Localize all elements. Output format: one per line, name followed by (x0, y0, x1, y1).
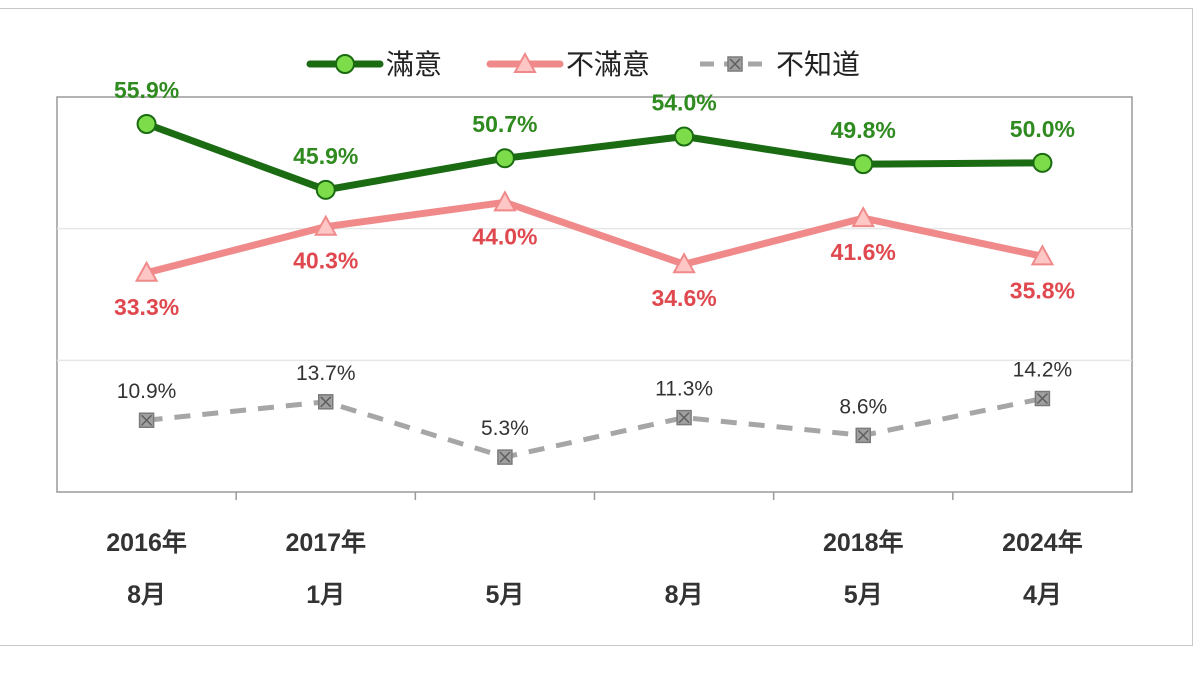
data-point (134, 260, 159, 282)
category-label-year: 2018年 (823, 528, 904, 557)
data-label: 14.2% (1013, 359, 1073, 382)
legend-label: 滿意 (386, 49, 442, 80)
data-label: 33.3% (114, 294, 179, 320)
data-label: 55.9% (114, 77, 179, 103)
data-label: 11.3% (655, 378, 713, 401)
data-point (853, 154, 874, 175)
data-point (136, 113, 157, 134)
legend-label: 不滿意 (566, 49, 650, 80)
category-label-month: 8月 (665, 581, 704, 609)
legend-label: 不知道 (776, 49, 860, 80)
data-point (315, 179, 336, 200)
marker-cross (678, 412, 690, 424)
series-不滿意 (134, 190, 1055, 282)
legend-item-滿意: 滿意 (306, 49, 442, 80)
legend-item-不知道: 不知道 (700, 49, 860, 80)
legend-marker (513, 51, 537, 73)
data-labels: 55.9% 45.9% 50.7% 54.0% 49.8% 50.0% 33.3% 40.3%… (114, 77, 1075, 440)
data-label: 8.6% (839, 395, 887, 418)
data-point (497, 449, 513, 465)
x-axis-category-labels: 2016年 8月 2017年 1月 5月 8月 2018年 5月 2024年 4月 (106, 528, 1082, 609)
category-label-year: 2016年 (106, 528, 187, 557)
gridlines (57, 227, 1132, 362)
data-point (1032, 152, 1053, 173)
category-label-year: 2024年 (1002, 528, 1083, 557)
data-point (494, 148, 515, 169)
marker-cross (499, 451, 511, 463)
marker-cross (1036, 392, 1048, 405)
marker-cross (857, 429, 869, 441)
data-point (493, 190, 517, 212)
category-label-month: 5月 (844, 581, 883, 609)
data-point (1030, 244, 1055, 266)
data-label: 45.9% (293, 143, 358, 169)
marker-cross (320, 396, 332, 408)
data-label: 50.7% (472, 111, 537, 137)
data-label: 5.3% (481, 417, 529, 440)
category-label-month: 5月 (485, 581, 524, 609)
marker-cross (729, 58, 741, 70)
series-line (143, 198, 1046, 277)
data-point (674, 126, 695, 147)
category-label-month: 1月 (306, 581, 345, 609)
data-point (676, 409, 692, 426)
data-point (851, 206, 875, 228)
category-label-year: 2017年 (285, 528, 366, 557)
data-label: 40.3% (293, 248, 358, 274)
series-line (143, 120, 1046, 194)
data-label: 49.8% (831, 117, 896, 143)
legend: 滿意 不滿意 不知道 (306, 49, 860, 80)
legend-marker (335, 54, 355, 74)
marker-cross (141, 414, 153, 426)
data-point (672, 252, 696, 274)
series-line (146, 396, 1043, 460)
data-label: 41.6% (831, 239, 896, 265)
data-point (1034, 390, 1051, 407)
chart-frame: 滿意 不滿意 不知道 55.9% 45.9% 50.7% 54.0% 49.8% 50.0% 3… (0, 8, 1193, 646)
category-label-month: 8月 (127, 581, 166, 609)
data-point (855, 427, 871, 444)
plot-area (56, 96, 1133, 493)
legend-item-不滿意: 不滿意 (486, 49, 650, 80)
data-point (314, 214, 338, 236)
x-axis-ticks (235, 492, 954, 500)
data-label: 34.6% (651, 285, 716, 311)
data-label: 10.9% (117, 380, 177, 403)
data-label: 50.0% (1010, 116, 1075, 142)
category-label-month: 4月 (1023, 581, 1062, 609)
series-layer (134, 113, 1055, 465)
series-滿意 (136, 113, 1053, 200)
data-label: 13.7% (296, 362, 356, 385)
data-point (318, 394, 334, 410)
legend-marker (727, 56, 743, 72)
data-label: 54.0% (651, 90, 716, 116)
series-不知道 (138, 390, 1051, 465)
data-label: 35.8% (1010, 277, 1075, 303)
data-point (138, 412, 155, 428)
line-chart: 滿意 不滿意 不知道 55.9% 45.9% 50.7% 54.0% 49.8% 50.0% 3… (56, 49, 1133, 609)
data-label: 44.0% (472, 223, 537, 249)
